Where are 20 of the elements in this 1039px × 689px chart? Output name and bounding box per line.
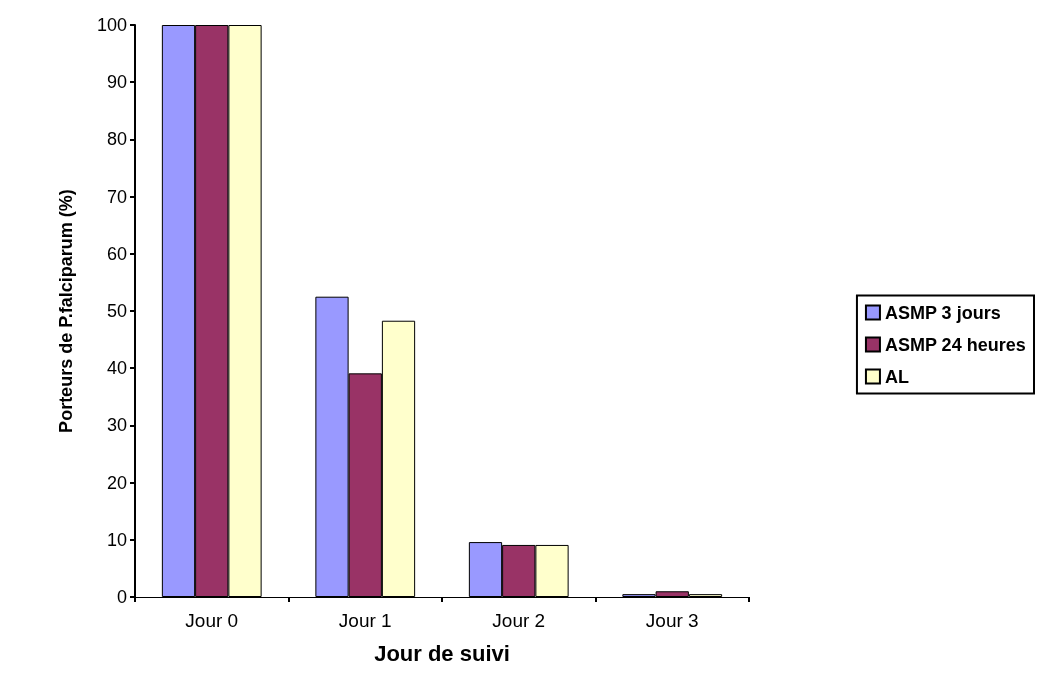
legend-label: ASMP 3 jours — [884, 302, 1001, 323]
x-axis-title: Jour de suivi — [374, 640, 510, 666]
x-tick-label: Jour 1 — [338, 610, 392, 631]
x-tick-label: Jour 2 — [492, 610, 546, 631]
y-tick-label: 30 — [106, 415, 127, 436]
x-tick-label: Jour 3 — [645, 610, 699, 631]
legend-label: AL — [884, 366, 909, 387]
y-tick-label: 70 — [106, 186, 127, 207]
y-tick-label: 0 — [116, 587, 127, 607]
y-tick-label: 40 — [106, 358, 127, 379]
y-axis-title: Porteurs de P.falciparum (%) — [56, 189, 76, 433]
y-tick-label: 20 — [106, 472, 127, 493]
y-tick-label: 50 — [106, 301, 127, 321]
y-tick-label: 80 — [106, 129, 127, 150]
x-tick-label: Jour 0 — [185, 610, 239, 631]
legend-label: ASMP 24 heures — [884, 334, 1026, 355]
y-tick-label: 100 — [96, 15, 127, 35]
y-tick-label: 10 — [106, 529, 127, 550]
y-tick-label: 90 — [106, 72, 127, 93]
y-tick-label: 60 — [106, 243, 127, 264]
